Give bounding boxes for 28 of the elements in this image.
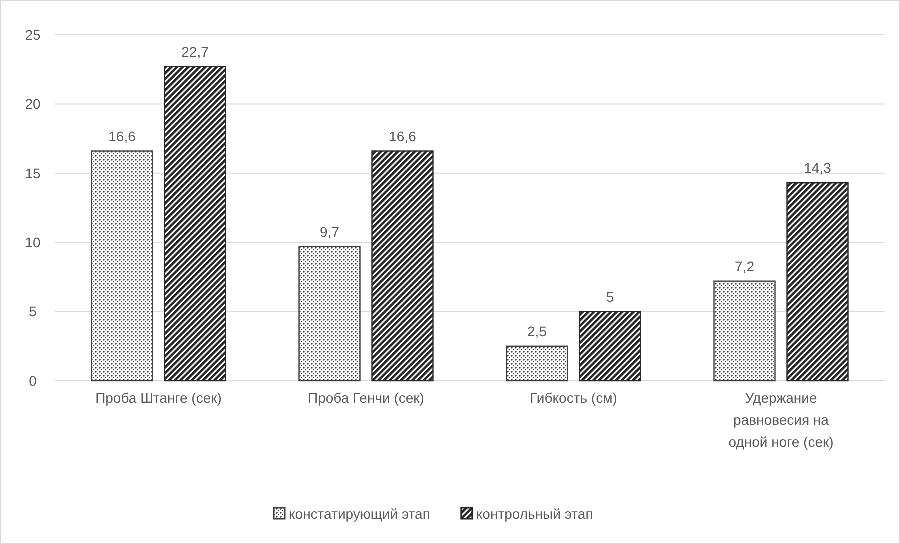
bar bbox=[714, 280, 776, 382]
x-tick-label: Проба Штанге (сек) bbox=[96, 390, 222, 406]
data-label: 7,2 bbox=[735, 258, 755, 274]
y-tick-label: 0 bbox=[29, 372, 38, 389]
y-tick-label: 15 bbox=[25, 165, 41, 182]
x-tick-label: Проба Генчи (сек) bbox=[308, 390, 424, 406]
bar bbox=[91, 150, 154, 382]
y-tick-label: 20 bbox=[25, 96, 41, 112]
legend-label: контрольный этап bbox=[476, 506, 594, 522]
x-tick-label: Удержание равновесия на одной ноге (сек) bbox=[728, 390, 834, 450]
data-label: 22,7 bbox=[182, 44, 210, 60]
bar bbox=[298, 246, 361, 382]
bar bbox=[506, 346, 568, 382]
legend-label: констатирующий этап bbox=[289, 506, 430, 522]
data-label: 16,6 bbox=[389, 128, 417, 144]
y-tick-label: 10 bbox=[25, 234, 41, 250]
data-label: 14,3 bbox=[804, 160, 832, 176]
data-label: 2,5 bbox=[528, 323, 548, 340]
bar bbox=[164, 66, 226, 382]
data-label: 16,6 bbox=[108, 128, 136, 144]
x-tick-label: Гибкость (см) bbox=[530, 390, 618, 406]
data-label: 9,7 bbox=[320, 224, 340, 240]
bar bbox=[579, 311, 642, 382]
bar bbox=[786, 182, 849, 382]
y-tick-label: 5 bbox=[29, 304, 38, 320]
data-label: 5 bbox=[606, 288, 614, 305]
bar bbox=[372, 150, 434, 382]
y-tick-label: 25 bbox=[25, 26, 41, 43]
